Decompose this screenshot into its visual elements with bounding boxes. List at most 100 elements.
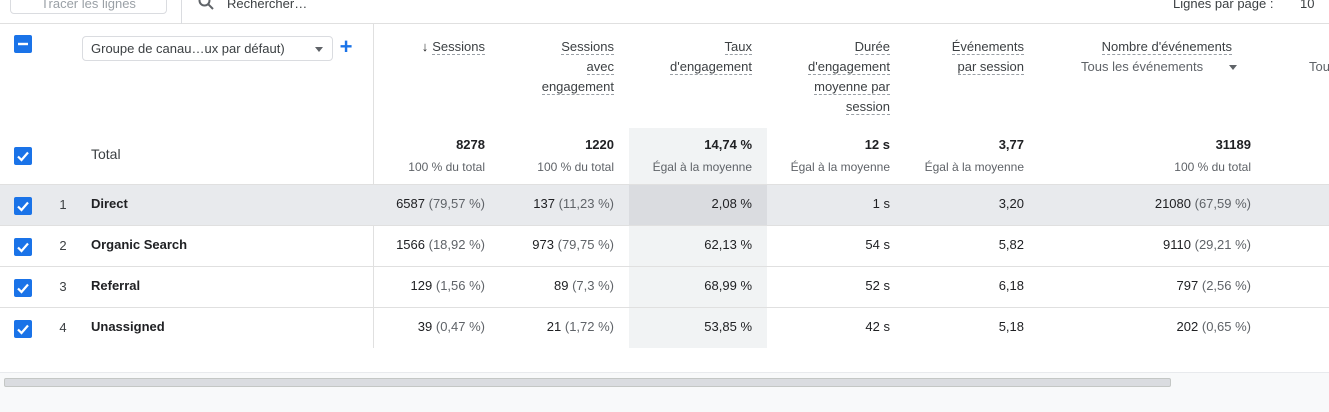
row-events-pct: (67,59 %) xyxy=(1194,196,1251,211)
col-header-engaged-sessions[interactable]: Sessions avec engagement xyxy=(500,37,614,97)
row-sessions: 1566 (18,92 %) xyxy=(385,237,485,252)
horizontal-scrollbar-thumb[interactable] xyxy=(4,378,1171,387)
row-checkbox[interactable] xyxy=(14,320,32,338)
row-rate: 68,99 % xyxy=(704,278,752,293)
engagement-rate-cell-bg xyxy=(629,267,767,307)
table-row[interactable]: 3 Referral 129 (1,56 %) 89 (7,3 %) 68,99… xyxy=(0,266,1329,307)
row-rate: 62,13 % xyxy=(704,237,752,252)
search-input[interactable]: Rechercher… xyxy=(227,0,308,11)
total-time: 12 s xyxy=(864,137,890,152)
col-header-events-label: Nombre d'événements xyxy=(1101,39,1232,55)
row-sessions-pct: (18,92 %) xyxy=(428,237,485,252)
row-checkbox[interactable] xyxy=(14,279,32,297)
row-events: 21080 (67,59 %) xyxy=(1060,196,1251,211)
row-engaged-value: 89 xyxy=(554,278,569,293)
table-row[interactable]: 1 Direct 6587 (79,57 %) 137 (11,23 %) 2,… xyxy=(0,184,1329,225)
engagement-rate-cell-bg xyxy=(629,185,767,225)
col-header-time-line4: session xyxy=(845,99,890,115)
col-header-sessions[interactable]: ↓ Sessions xyxy=(385,37,485,57)
engagement-rate-cell-bg xyxy=(629,308,767,348)
row-events-value: 21080 xyxy=(1154,196,1191,211)
total-events: 31189 xyxy=(1215,137,1251,152)
row-channel-name[interactable]: Referral xyxy=(91,278,141,293)
row-time: 1 s xyxy=(872,196,890,211)
toolbar-divider xyxy=(181,0,182,24)
total-time-sub: Égal à la moyenne xyxy=(790,160,890,174)
table-toolbar: Tracer les lignes Rechercher… Lignes par… xyxy=(0,0,1329,24)
search-icon[interactable] xyxy=(197,0,215,11)
row-time: 52 s xyxy=(865,278,890,293)
row-events-pct: (2,56 %) xyxy=(1201,278,1251,293)
row-channel-name[interactable]: Unassigned xyxy=(91,319,165,334)
event-filter-label: Tous les événements xyxy=(1081,59,1204,74)
row-rate: 53,85 % xyxy=(704,319,752,334)
row-time: 42 s xyxy=(865,319,890,334)
row-engaged-pct: (79,75 %) xyxy=(557,237,614,252)
row-engaged-value: 21 xyxy=(546,319,562,334)
row-events: 202 (0,65 %) xyxy=(1060,319,1251,334)
row-engaged-pct: (11,23 %) xyxy=(558,196,614,211)
col-header-eps-line1: Événements xyxy=(951,39,1024,55)
row-events-value: 797 xyxy=(1176,278,1199,293)
row-index: 3 xyxy=(59,279,67,294)
row-eps: 5,18 xyxy=(998,319,1024,334)
row-engaged: 89 (7,3 %) xyxy=(490,278,614,293)
row-rate: 2,08 % xyxy=(711,196,752,211)
row-sessions: 39 (0,47 %) xyxy=(385,319,485,334)
row-sessions-value: 129 xyxy=(410,278,433,293)
rows-per-page-select[interactable]: 10 xyxy=(1300,0,1315,11)
col-header-rate-line1: Taux xyxy=(724,39,752,55)
row-sessions: 6587 (79,57 %) xyxy=(385,196,485,211)
row-events: 9110 (29,21 %) xyxy=(1060,237,1251,252)
row-sessions-pct: (79,57 %) xyxy=(428,196,485,211)
total-events-sub: 100 % du total xyxy=(1174,160,1251,174)
total-row-checkbox[interactable] xyxy=(14,147,32,165)
row-eps: 6,18 xyxy=(998,278,1024,293)
row-engaged-pct: (1,72 %) xyxy=(564,319,614,334)
caret-down-icon xyxy=(315,47,323,52)
col-header-engagement-rate[interactable]: Taux d'engagement xyxy=(640,37,752,77)
row-checkbox[interactable] xyxy=(14,197,32,215)
total-engaged-sub: 100 % du total xyxy=(537,160,614,174)
caret-down-icon xyxy=(1229,65,1237,70)
row-engaged: 137 (11,23 %) xyxy=(490,196,614,211)
next-column-header-partial[interactable]: Tou xyxy=(1309,59,1329,74)
dimension-dropdown[interactable]: Groupe de canau…ux par défaut) xyxy=(82,36,333,61)
table-row[interactable]: 2 Organic Search 1566 (18,92 %) 973 (79,… xyxy=(0,225,1329,266)
plot-rows-button[interactable]: Tracer les lignes xyxy=(10,0,167,14)
select-all-checkbox[interactable] xyxy=(14,35,32,53)
row-engaged: 973 (79,75 %) xyxy=(490,237,614,252)
row-channel-name[interactable]: Organic Search xyxy=(91,237,188,252)
col-header-events-per-session[interactable]: Événements par session xyxy=(910,37,1024,77)
dimension-dropdown-label: Groupe de canau…ux par défaut) xyxy=(91,41,285,56)
row-events-value: 9110 xyxy=(1163,237,1191,252)
total-rate-sub: Égal à la moyenne xyxy=(652,160,752,174)
total-rate: 14,74 % xyxy=(704,137,752,152)
total-eps: 3,77 xyxy=(998,137,1024,152)
col-header-event-count[interactable]: Nombre d'événements xyxy=(1060,37,1232,57)
row-index: 1 xyxy=(59,197,67,212)
col-header-rate-line2: d'engagement xyxy=(670,59,752,75)
add-dimension-button[interactable]: + xyxy=(339,34,353,59)
table-row[interactable]: 4 Unassigned 39 (0,47 %) 21 (1,72 %) 53,… xyxy=(0,307,1329,348)
row-events-pct: (29,21 %) xyxy=(1194,237,1251,252)
row-events: 797 (2,56 %) xyxy=(1060,278,1251,293)
col-header-avg-engagement-time[interactable]: Durée d'engagement moyenne par session xyxy=(776,37,890,117)
row-engaged-value: 137 xyxy=(533,196,555,211)
col-header-time-line2: d'engagement xyxy=(808,59,890,75)
row-sessions-value: 39 xyxy=(417,319,433,334)
row-time: 54 s xyxy=(865,237,890,252)
row-events-value: 202 xyxy=(1176,319,1199,334)
row-sessions-value: 1566 xyxy=(396,237,425,252)
total-sessions-sub: 100 % du total xyxy=(408,160,485,174)
row-engaged-pct: (7,3 %) xyxy=(572,278,614,293)
row-eps: 5,82 xyxy=(998,237,1024,252)
row-checkbox[interactable] xyxy=(14,238,32,256)
row-eps: 3,20 xyxy=(998,196,1024,211)
row-engaged-value: 973 xyxy=(532,237,554,252)
col-header-engaged-line1: Sessions xyxy=(561,39,614,55)
event-filter-dropdown[interactable]: Tous les événements xyxy=(1081,59,1241,74)
row-index: 2 xyxy=(59,238,67,253)
sort-descending-icon: ↓ xyxy=(421,39,429,54)
row-channel-name[interactable]: Direct xyxy=(91,196,128,211)
